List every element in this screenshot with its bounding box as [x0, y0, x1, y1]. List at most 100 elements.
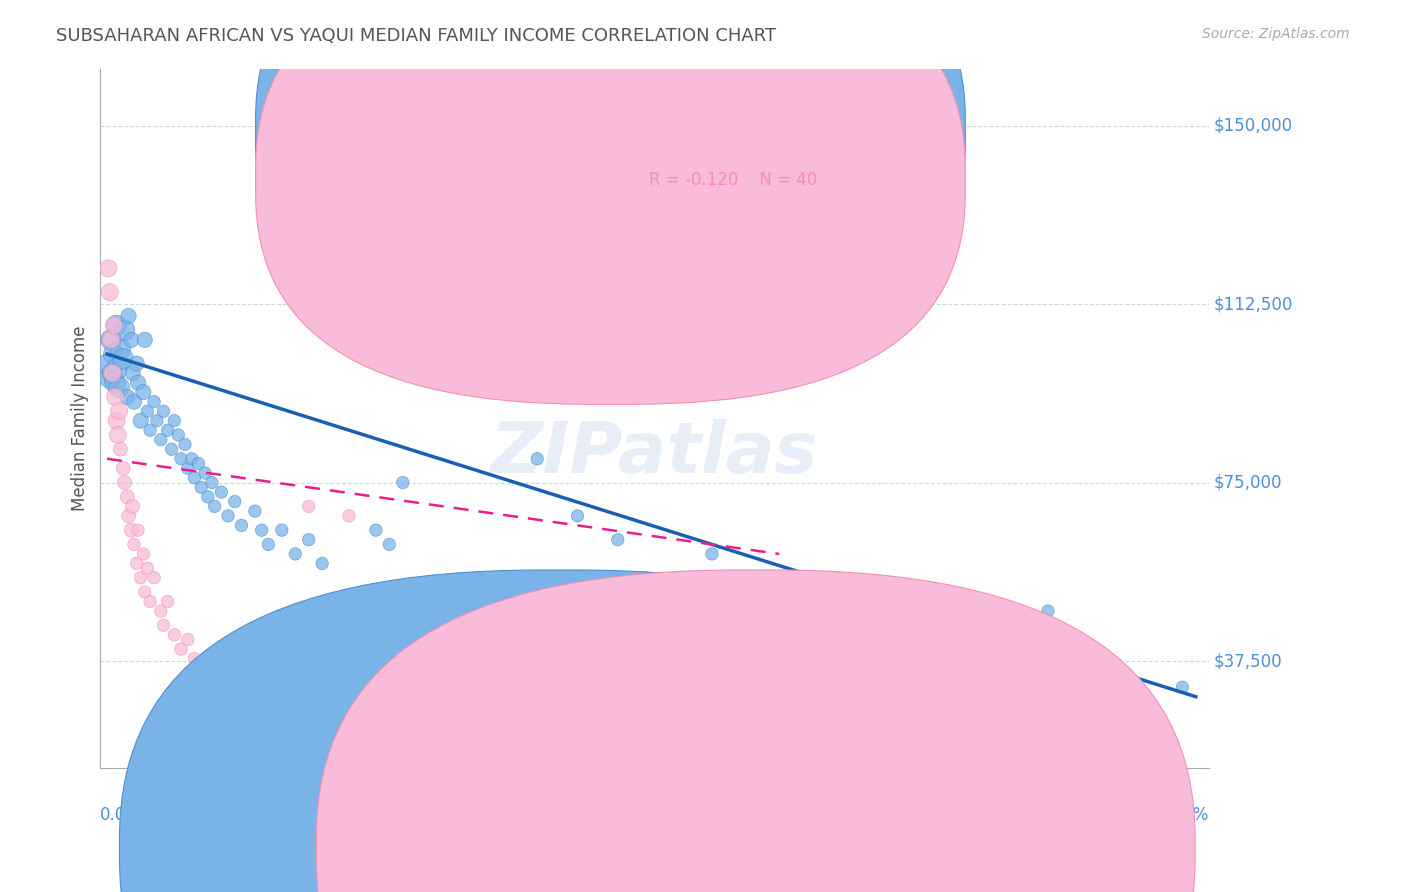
- Text: 80.0%: 80.0%: [1157, 806, 1209, 824]
- Point: [112, 351, 135, 366]
- Text: $75,000: $75,000: [1213, 474, 1282, 491]
- Point: [250, 523, 273, 537]
- Point: [98, 371, 121, 385]
- Point: [104, 390, 127, 404]
- Point: [634, 571, 657, 585]
- Point: [177, 632, 200, 647]
- Point: [768, 604, 790, 618]
- Point: [152, 618, 174, 632]
- Point: [97, 261, 120, 276]
- Point: [127, 523, 149, 537]
- Point: [163, 628, 186, 642]
- Point: [98, 285, 121, 300]
- Point: [122, 537, 145, 551]
- Point: [117, 508, 139, 523]
- Text: R = -0.120    N = 40: R = -0.120 N = 40: [650, 171, 817, 189]
- Point: [231, 518, 253, 533]
- Point: [298, 533, 321, 547]
- Point: [107, 361, 129, 376]
- Point: [197, 671, 219, 685]
- Text: SUBSAHARAN AFRICAN VS YAQUI MEDIAN FAMILY INCOME CORRELATION CHART: SUBSAHARAN AFRICAN VS YAQUI MEDIAN FAMIL…: [56, 27, 776, 45]
- Point: [190, 661, 212, 675]
- Point: [231, 699, 253, 714]
- Point: [149, 604, 172, 618]
- Point: [217, 508, 239, 523]
- Point: [108, 380, 131, 394]
- Point: [129, 571, 152, 585]
- Point: [105, 414, 128, 428]
- Text: $150,000: $150,000: [1213, 117, 1292, 135]
- Point: [700, 547, 723, 561]
- Point: [201, 475, 224, 490]
- Point: [167, 428, 190, 442]
- Point: [160, 442, 183, 457]
- Point: [110, 442, 132, 457]
- Point: [526, 451, 548, 466]
- Point: [104, 376, 127, 390]
- Point: [115, 490, 138, 504]
- Point: [204, 500, 226, 514]
- Point: [903, 642, 925, 657]
- Point: [115, 390, 138, 404]
- Point: [257, 537, 280, 551]
- Point: [152, 404, 174, 418]
- Point: [197, 490, 219, 504]
- Point: [378, 537, 401, 551]
- Point: [311, 557, 333, 571]
- Point: [209, 485, 232, 500]
- Text: $112,500: $112,500: [1213, 295, 1292, 313]
- Point: [127, 376, 149, 390]
- Point: [835, 618, 858, 632]
- Text: Yaqui: Yaqui: [754, 841, 793, 856]
- Point: [163, 414, 186, 428]
- Point: [337, 508, 360, 523]
- Point: [432, 166, 454, 180]
- Point: [143, 571, 166, 585]
- Point: [129, 414, 152, 428]
- Point: [180, 451, 202, 466]
- Point: [125, 557, 148, 571]
- Point: [117, 309, 139, 323]
- Point: [298, 500, 321, 514]
- Point: [149, 433, 172, 447]
- Point: [121, 500, 143, 514]
- Point: [364, 523, 387, 537]
- FancyBboxPatch shape: [256, 0, 966, 404]
- Point: [139, 594, 162, 608]
- Point: [108, 404, 131, 418]
- Text: 0.0%: 0.0%: [100, 806, 142, 824]
- Text: Sub-Saharan Africans: Sub-Saharan Africans: [509, 841, 672, 856]
- Point: [100, 333, 122, 347]
- Text: ZIPatlas: ZIPatlas: [491, 418, 818, 488]
- Point: [97, 357, 120, 371]
- Text: Source: ZipAtlas.com: Source: ZipAtlas.com: [1202, 27, 1350, 41]
- Point: [122, 394, 145, 409]
- Point: [121, 366, 143, 380]
- Point: [146, 414, 169, 428]
- Text: $37,500: $37,500: [1213, 652, 1282, 670]
- Point: [101, 366, 124, 380]
- Point: [100, 333, 122, 347]
- Point: [284, 547, 307, 561]
- Point: [1171, 680, 1194, 694]
- Point: [134, 585, 156, 599]
- Point: [114, 323, 136, 337]
- Point: [156, 423, 179, 437]
- Point: [170, 451, 193, 466]
- Point: [156, 594, 179, 608]
- Point: [114, 475, 136, 490]
- Point: [270, 523, 292, 537]
- Point: [567, 508, 589, 523]
- Point: [103, 318, 125, 333]
- Point: [209, 690, 232, 704]
- Point: [132, 385, 155, 400]
- Point: [136, 561, 159, 575]
- Point: [132, 547, 155, 561]
- Point: [143, 394, 166, 409]
- Point: [120, 523, 142, 537]
- Point: [187, 457, 209, 471]
- Point: [190, 480, 212, 494]
- Point: [110, 343, 132, 357]
- Point: [125, 357, 148, 371]
- Point: [194, 466, 217, 480]
